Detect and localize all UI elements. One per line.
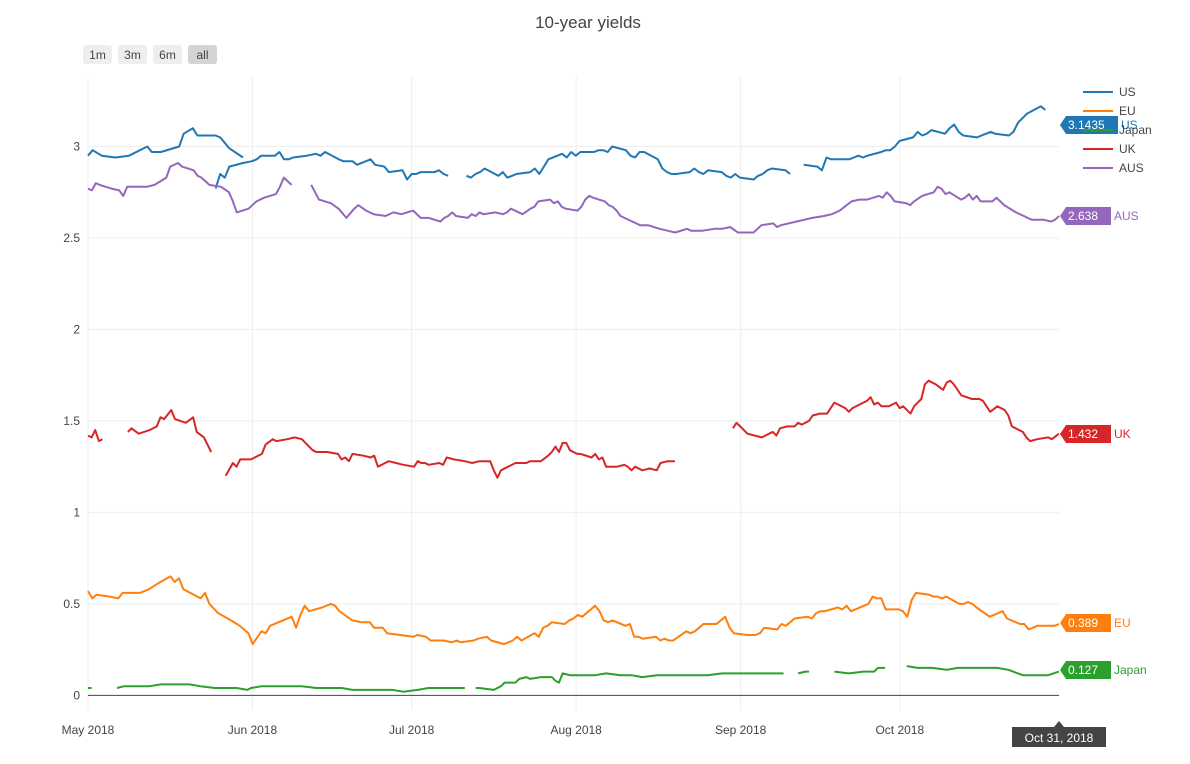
range-button-label[interactable]: 3m: [124, 48, 141, 62]
series-line-uk: [87, 379, 1060, 479]
end-label-name: UK: [1114, 427, 1131, 441]
legend-item-eu[interactable]: EU: [1083, 104, 1136, 118]
end-label-box: [1060, 425, 1111, 443]
hover-x-label: Oct 31, 2018: [1012, 721, 1106, 747]
series-line-eu: [87, 575, 1060, 646]
end-label-value: 0.127: [1068, 663, 1098, 677]
x-tick-label: Oct 2018: [875, 723, 924, 737]
gridlines: [87, 77, 1059, 710]
end-label-japan: 0.127 Japan: [1060, 661, 1147, 679]
end-label-box: [1060, 207, 1111, 225]
end-label-eu: 0.389 EU: [1060, 614, 1131, 632]
range-button-6m[interactable]: 6m: [153, 45, 182, 64]
range-button-label[interactable]: 6m: [159, 48, 176, 62]
series-lines: [87, 106, 1060, 693]
end-label-value: 0.389: [1068, 616, 1098, 630]
range-button-bg[interactable]: [153, 45, 182, 64]
x-tick-label: Jul 2018: [389, 723, 435, 737]
legend-item-aus[interactable]: AUS: [1083, 161, 1144, 175]
end-label-name: US: [1121, 118, 1138, 132]
series-line-japan: [88, 665, 1060, 693]
legend-item-uk[interactable]: UK: [1083, 142, 1136, 156]
chart-title: 10-year yields: [535, 13, 641, 32]
range-selector: 1m 3m 6m all: [83, 45, 217, 64]
range-button-3m[interactable]: 3m: [118, 45, 147, 64]
y-tick-label: 2: [73, 322, 80, 336]
legend-item-japan[interactable]: Japan: [1083, 123, 1152, 137]
end-label-value: 1.432: [1068, 427, 1098, 441]
end-label-aus: 2.638 AUS: [1060, 207, 1139, 225]
legend-label[interactable]: US: [1119, 85, 1136, 99]
y-tick-label: 3: [73, 140, 80, 154]
legend-label[interactable]: AUS: [1119, 161, 1144, 175]
end-label-box: [1060, 661, 1111, 679]
series-line-aus: [87, 162, 1060, 234]
end-label-name: EU: [1114, 616, 1131, 630]
y-tick-label: 1: [73, 505, 80, 519]
y-tick-label: 2.5: [63, 231, 80, 245]
hover-label-text: Oct 31, 2018: [1025, 731, 1094, 745]
end-label-name: Japan: [1114, 663, 1147, 677]
legend-item-us[interactable]: US: [1083, 85, 1136, 99]
range-button-label[interactable]: 1m: [89, 48, 106, 62]
range-button-1m[interactable]: 1m: [83, 45, 112, 64]
legend-label[interactable]: EU: [1119, 104, 1136, 118]
end-label-box: [1060, 614, 1111, 632]
series-line-us: [88, 106, 1059, 188]
range-button-bg[interactable]: [118, 45, 147, 64]
range-button-bg[interactable]: [83, 45, 112, 64]
y-tick-label: 1.5: [63, 414, 80, 428]
end-label-name: AUS: [1114, 209, 1139, 223]
legend-label[interactable]: Japan: [1119, 123, 1152, 137]
end-label-uk: 1.432 UK: [1060, 425, 1131, 443]
range-button-label[interactable]: all: [196, 48, 208, 62]
y-tick-label: 0: [73, 688, 80, 702]
legend-label[interactable]: UK: [1119, 142, 1136, 156]
x-tick-label: May 2018: [62, 723, 115, 737]
axes: 0 0.5 1 1.5 2 2.5 3 May 2018 Jun 2018 Jul 2018 Aug…: [62, 140, 1059, 737]
range-button-all[interactable]: all: [188, 45, 217, 64]
end-value-labels: 3.1435 US 0.389 EU 0.127 Japan 1.432 UK 2.638 AUS: [1060, 116, 1147, 679]
end-label-value: 3.1435: [1068, 118, 1105, 132]
end-label-value: 2.638: [1068, 209, 1098, 223]
x-tick-label: Jun 2018: [228, 723, 278, 737]
range-button-bg[interactable]: [188, 45, 217, 64]
y-tick-label: 0.5: [63, 597, 80, 611]
x-tick-label: Sep 2018: [715, 723, 767, 737]
hover-label-box: [1012, 721, 1106, 747]
x-tick-label: Aug 2018: [550, 723, 602, 737]
